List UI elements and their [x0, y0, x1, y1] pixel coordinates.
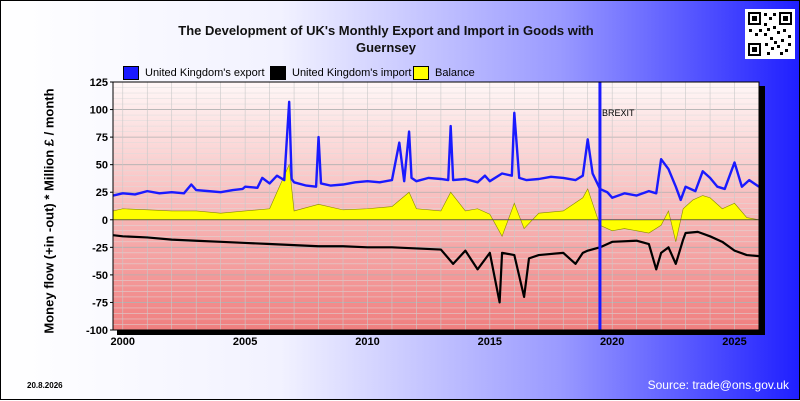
x-tick-label: 2025 — [722, 336, 746, 348]
title-line-1: The Development of UK's Monthly Export a… — [178, 23, 594, 38]
chart-title: The Development of UK's Monthly Export a… — [151, 22, 621, 56]
y-tick-label: 100 — [90, 105, 108, 117]
legend-item-balance: Balance — [413, 66, 475, 81]
legend-item-export: United Kingdom's export — [123, 66, 265, 81]
legend-label-import: United Kingdom's import — [292, 67, 412, 79]
x-tick-label: 2000 — [111, 336, 135, 348]
y-tick-label: 75 — [96, 132, 108, 144]
x-tick-label: 2015 — [478, 336, 502, 348]
series-import-line — [112, 230, 760, 304]
y-tick-label: -75 — [92, 297, 108, 309]
y-tick-label: 125 — [90, 77, 108, 89]
legend-label-export: United Kingdom's export — [145, 67, 265, 79]
series-export-line — [112, 100, 760, 202]
legend-swatch-balance — [413, 66, 429, 81]
x-tick-label: 2010 — [355, 336, 379, 348]
source-credit: Source: trade@ons.gov.uk — [647, 378, 789, 392]
y-tick-label: -100 — [86, 325, 108, 337]
x-tick-label: 2005 — [233, 336, 257, 348]
legend-label-balance: Balance — [435, 67, 475, 79]
qr-code-icon — [745, 9, 795, 59]
title-line-2: Guernsey — [356, 40, 416, 55]
plot-shadow-bottom — [117, 330, 765, 335]
y-tick-label: -50 — [92, 270, 108, 282]
legend-item-import: United Kingdom's import — [270, 66, 412, 81]
y-tick-label: 0 — [102, 215, 108, 227]
x-tick-label: 2020 — [600, 336, 624, 348]
plot-shadow-right — [759, 86, 765, 334]
legend-swatch-export — [123, 66, 139, 81]
y-tick-label: 25 — [96, 187, 108, 199]
y-tick-label: 50 — [96, 160, 108, 172]
date-stamp: 20.8.2026 — [27, 381, 63, 390]
legend-swatch-import — [270, 66, 286, 81]
brexit-label: BREXIT — [602, 108, 635, 118]
plot-background — [113, 82, 759, 330]
y-tick-label: -25 — [92, 242, 108, 254]
